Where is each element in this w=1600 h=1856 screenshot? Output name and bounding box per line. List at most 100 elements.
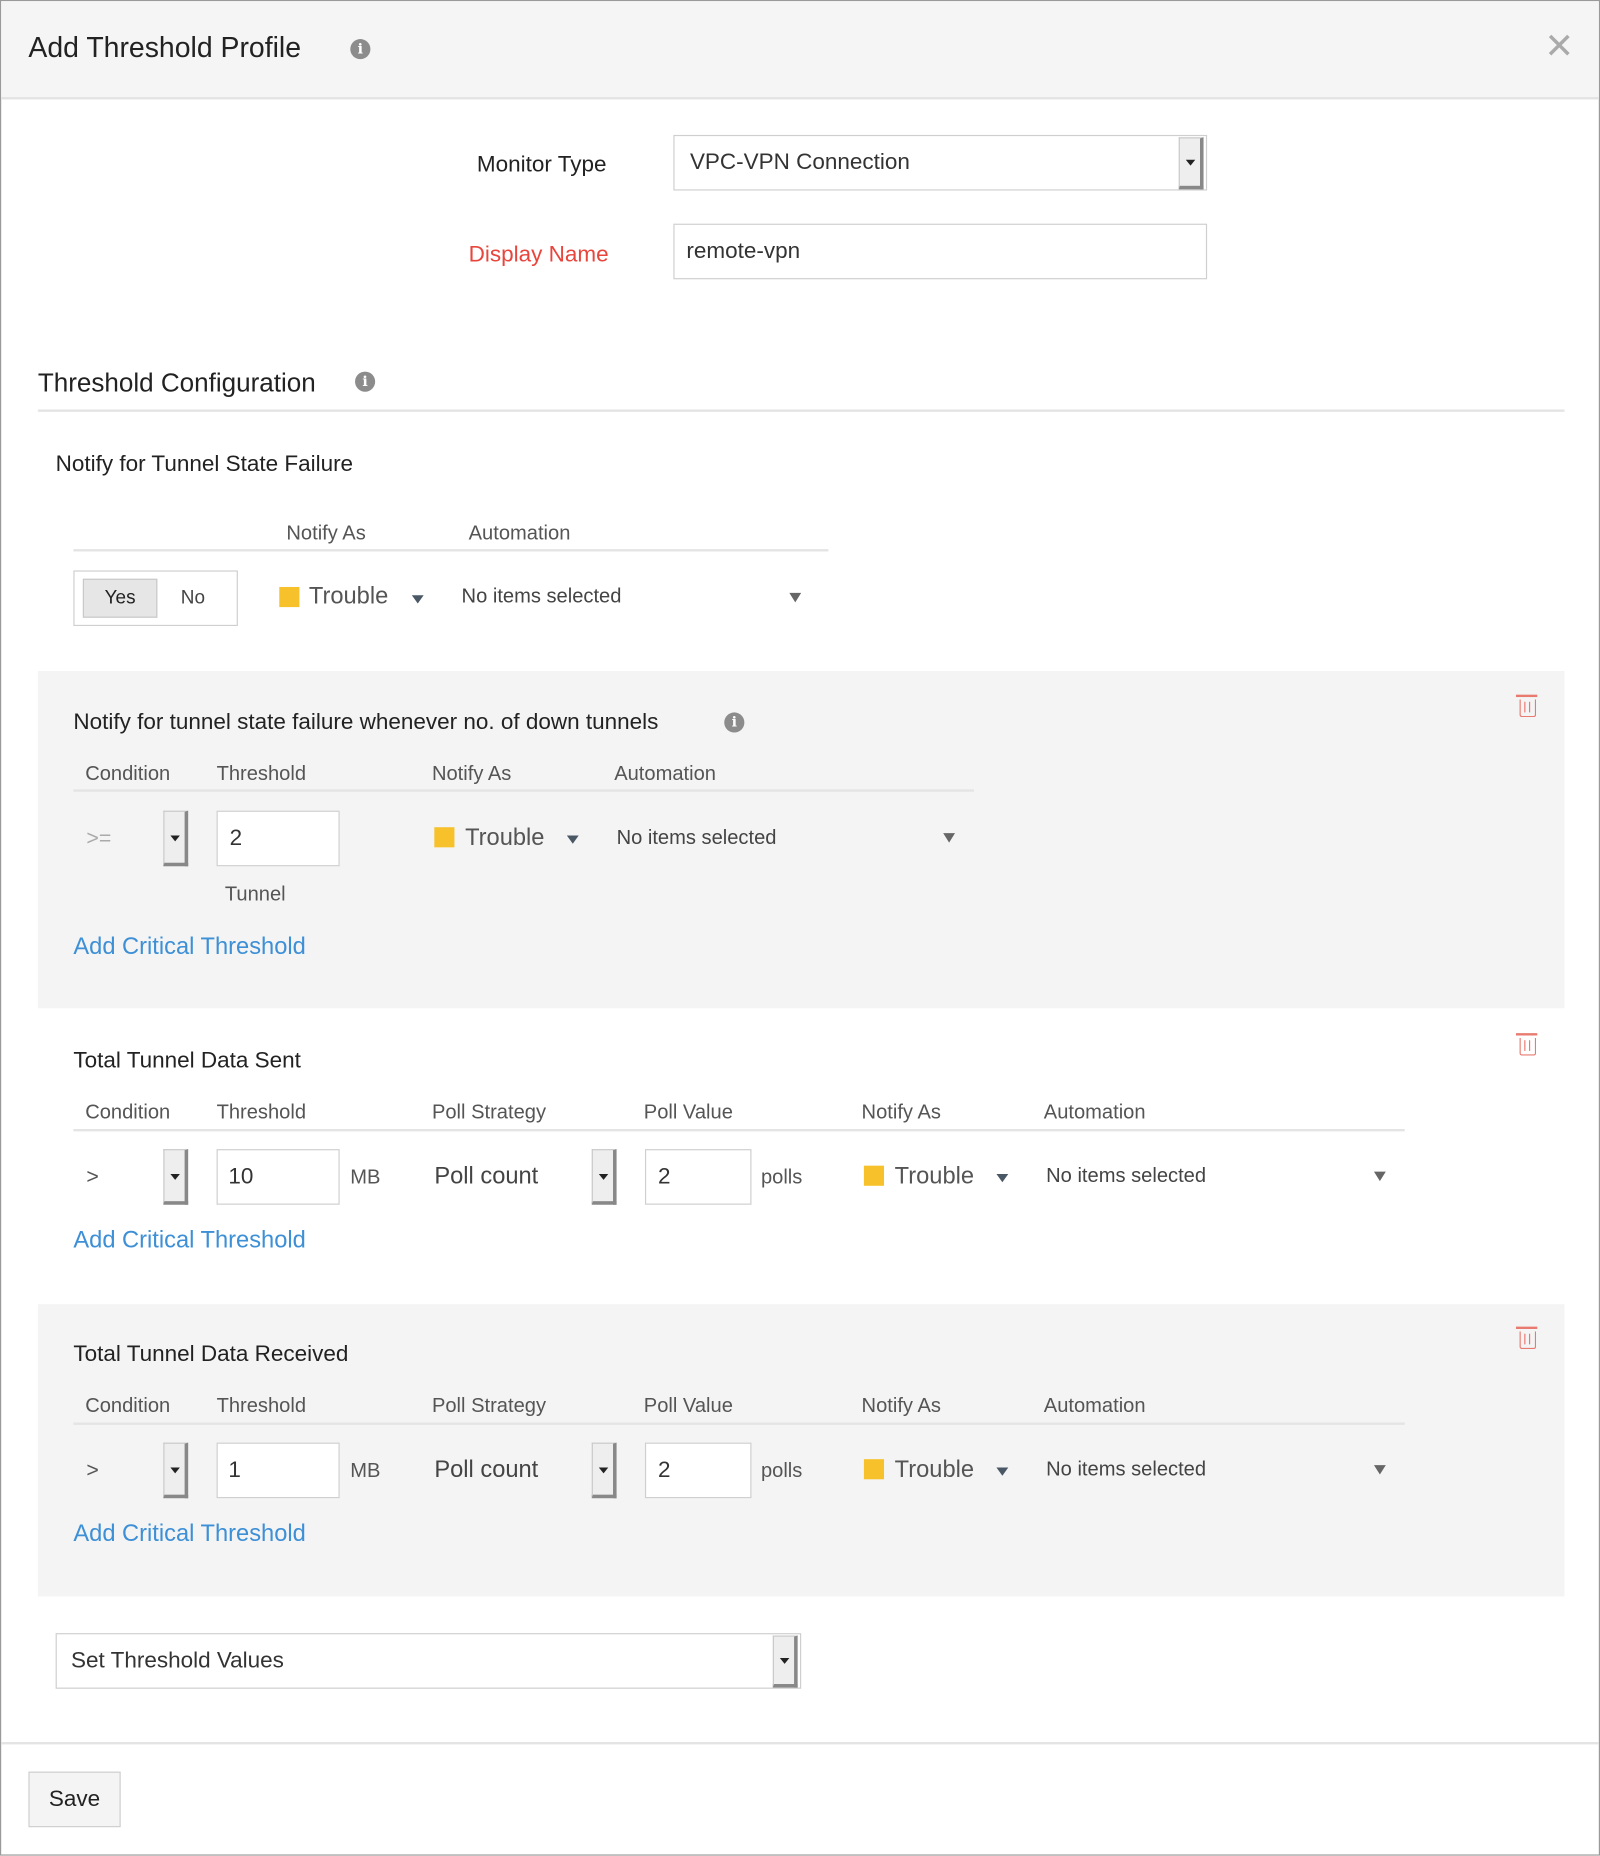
condition-dropdown[interactable] — [163, 1442, 189, 1499]
save-button[interactable]: Save — [28, 1771, 121, 1828]
section-title: Total Tunnel Data Sent — [73, 1048, 301, 1074]
col-automation: Automation — [468, 521, 571, 545]
col-automation: Automation — [1043, 1100, 1146, 1124]
condition-value: >= — [86, 826, 112, 850]
info-icon[interactable]: i — [724, 712, 745, 733]
caret-down-icon[interactable] — [789, 592, 802, 603]
trouble-color-swatch — [863, 1459, 885, 1480]
footer-divider — [1, 1742, 1599, 1745]
trouble-color-swatch — [434, 827, 455, 848]
unit-label: MB — [350, 1165, 381, 1189]
col-automation: Automation — [1043, 1394, 1146, 1417]
dialog-title: Add Threshold Profile — [28, 31, 302, 64]
add-critical-threshold-link[interactable]: Add Critical Threshold — [73, 1227, 306, 1254]
threshold-input[interactable]: 10 — [216, 1149, 340, 1205]
col-poll-value: Poll Value — [643, 1394, 733, 1417]
poll-value: 2 — [657, 1164, 671, 1190]
display-name-value: remote-vpn — [686, 239, 801, 264]
col-notify-as: Notify As — [861, 1394, 941, 1417]
poll-unit-label: polls — [760, 1165, 803, 1189]
condition-value: > — [86, 1164, 99, 1189]
caret-down-icon[interactable] — [943, 833, 956, 843]
trouble-color-swatch — [863, 1165, 885, 1186]
col-notify-as: Notify As — [431, 762, 512, 785]
condition-dropdown[interactable] — [163, 810, 189, 867]
add-critical-threshold-link[interactable]: Add Critical Threshold — [73, 933, 306, 960]
delete-icon[interactable] — [1515, 1326, 1538, 1350]
yes-no-toggle[interactable]: Yes No — [73, 570, 238, 627]
divider — [37, 409, 1565, 412]
automation-select[interactable]: No items selected — [461, 584, 622, 608]
col-poll-strategy: Poll Strategy — [431, 1100, 547, 1124]
notify-as-select[interactable]: Trouble — [308, 583, 389, 610]
tunnel-state-title: Notify for Tunnel State Failure — [55, 452, 354, 477]
notify-as-select[interactable]: Trouble — [465, 824, 545, 851]
notify-as-select[interactable]: Trouble — [894, 1163, 975, 1190]
col-threshold: Threshold — [216, 1100, 307, 1124]
section-title: Notify for tunnel state failure whenever… — [73, 710, 659, 735]
poll-value: 2 — [657, 1457, 671, 1483]
monitor-type-select[interactable]: VPC-VPN Connection — [673, 134, 1208, 191]
trouble-color-swatch — [279, 586, 300, 608]
section-title: Total Tunnel Data Received — [73, 1342, 349, 1367]
info-icon[interactable]: i — [355, 371, 376, 392]
info-icon[interactable]: i — [350, 39, 371, 60]
unit-label: MB — [350, 1459, 381, 1482]
set-threshold-values-value: Set Threshold Values — [71, 1648, 284, 1674]
poll-value-input[interactable]: 2 — [644, 1149, 752, 1205]
col-threshold: Threshold — [216, 1394, 307, 1417]
poll-value-input[interactable]: 2 — [644, 1442, 752, 1499]
chevron-down-icon[interactable] — [772, 1635, 798, 1688]
condition-dropdown[interactable] — [163, 1149, 189, 1205]
poll-unit-label: polls — [760, 1459, 803, 1482]
set-threshold-values-select[interactable]: Set Threshold Values — [55, 1633, 802, 1689]
caret-down-icon[interactable] — [996, 1173, 1009, 1183]
automation-select[interactable]: No items selected — [1046, 1457, 1207, 1481]
caret-down-icon[interactable] — [1373, 1171, 1386, 1182]
threshold-value: 10 — [228, 1164, 254, 1190]
poll-strategy-value: Poll count — [434, 1456, 539, 1483]
col-poll-value: Poll Value — [643, 1100, 733, 1124]
close-icon[interactable]: ✕ — [1544, 27, 1575, 67]
automation-select[interactable]: No items selected — [616, 826, 777, 849]
threshold-input[interactable]: 1 — [216, 1442, 340, 1499]
unit-label: Tunnel — [224, 882, 286, 906]
threshold-config-title: Threshold Configuration — [37, 368, 316, 398]
add-critical-threshold-link[interactable]: Add Critical Threshold — [73, 1520, 306, 1547]
display-name-label: Display Name — [468, 242, 609, 268]
chevron-down-icon[interactable] — [1178, 137, 1204, 190]
monitor-type-label: Monitor Type — [476, 152, 607, 178]
divider — [73, 789, 974, 792]
caret-down-icon[interactable] — [566, 835, 579, 844]
col-condition: Condition — [85, 1100, 171, 1124]
delete-icon[interactable] — [1515, 1033, 1538, 1056]
poll-strategy-dropdown[interactable] — [591, 1149, 617, 1205]
col-condition: Condition — [85, 762, 171, 785]
col-notify-as: Notify As — [861, 1100, 941, 1124]
col-automation: Automation — [614, 762, 716, 785]
col-condition: Condition — [85, 1394, 171, 1417]
divider — [73, 1128, 1405, 1132]
caret-down-icon[interactable] — [1373, 1465, 1386, 1475]
dialog-header — [1, 1, 1599, 100]
poll-strategy-value: Poll count — [434, 1163, 539, 1190]
automation-select[interactable]: No items selected — [1046, 1164, 1207, 1187]
threshold-value: 1 — [228, 1457, 241, 1483]
col-notify-as: Notify As — [286, 521, 366, 545]
condition-value: > — [86, 1457, 99, 1482]
caret-down-icon[interactable] — [411, 595, 424, 604]
delete-icon[interactable] — [1515, 694, 1538, 718]
threshold-input[interactable]: 2 — [216, 810, 340, 867]
col-poll-strategy: Poll Strategy — [431, 1394, 547, 1417]
threshold-value: 2 — [229, 826, 243, 851]
col-threshold: Threshold — [216, 762, 307, 785]
notify-as-select[interactable]: Trouble — [894, 1456, 975, 1483]
divider — [73, 549, 829, 552]
poll-strategy-dropdown[interactable] — [591, 1442, 617, 1499]
no-button[interactable]: No — [180, 588, 205, 609]
yes-button[interactable]: Yes — [82, 578, 158, 618]
display-name-input[interactable]: remote-vpn — [673, 223, 1208, 280]
divider — [73, 1422, 1405, 1425]
caret-down-icon[interactable] — [996, 1467, 1009, 1476]
